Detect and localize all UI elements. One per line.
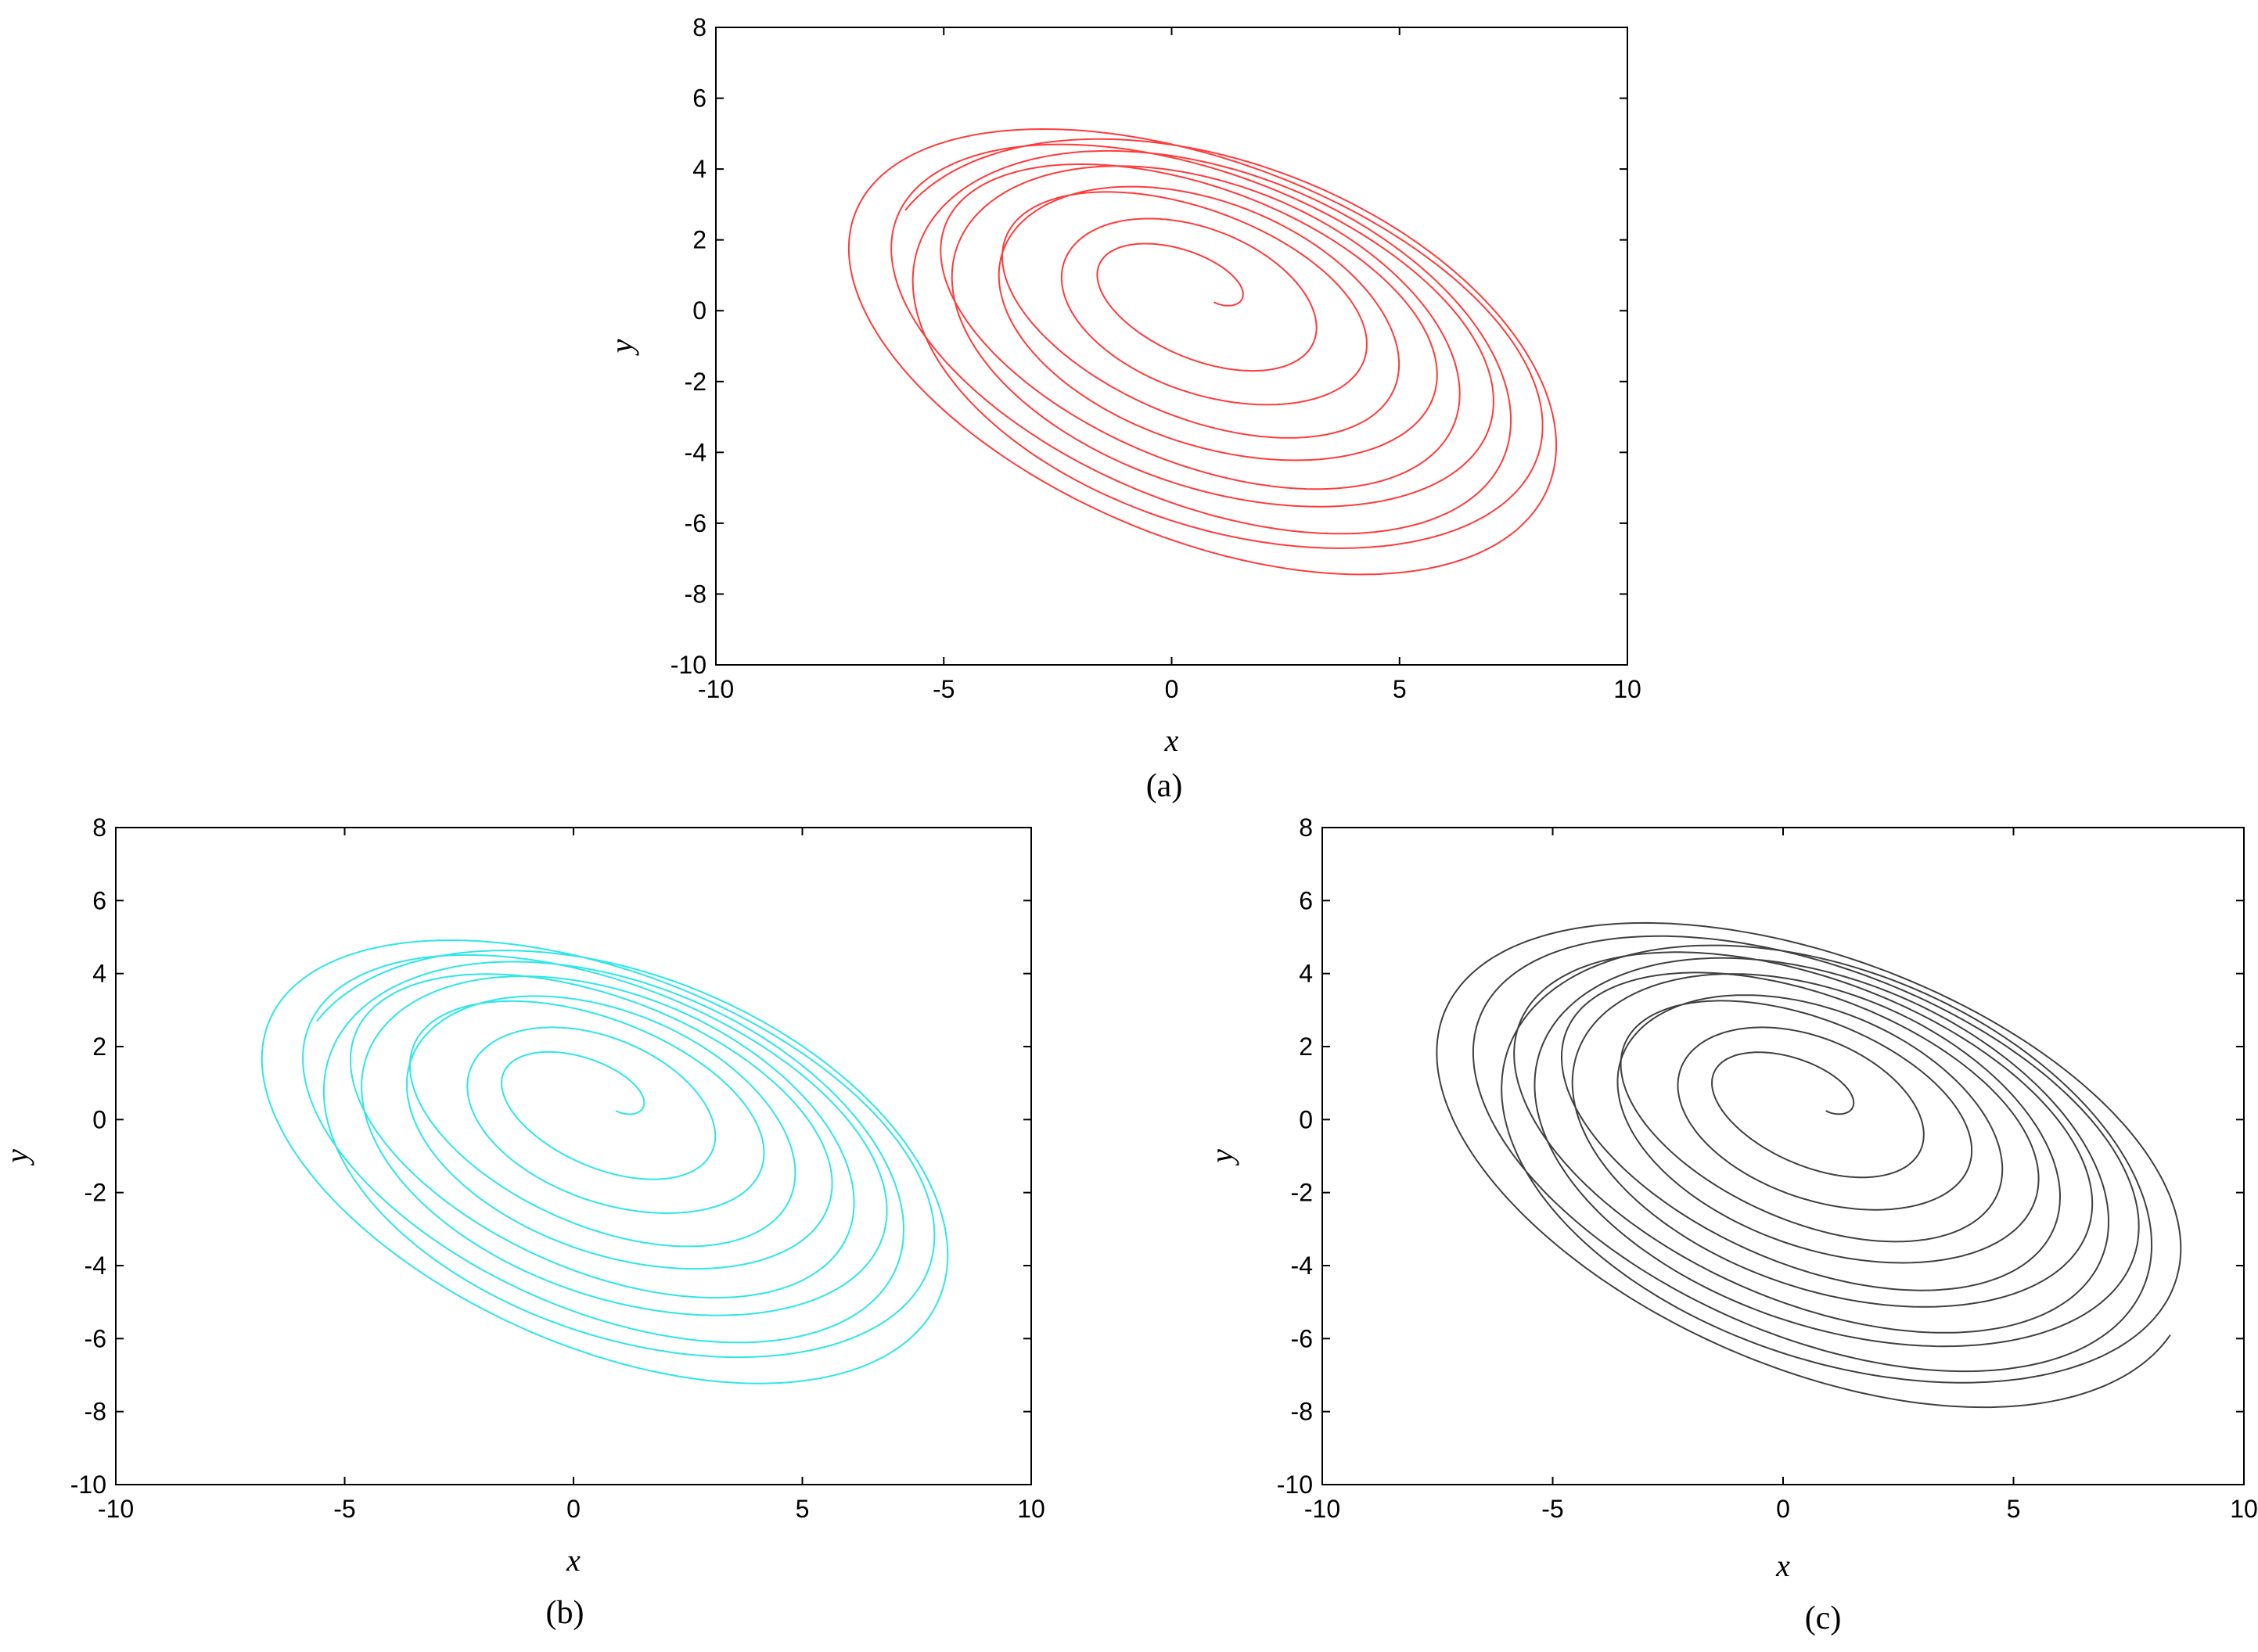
panel-label: (a) (1146, 768, 1183, 804)
x-tick-label: 10 (1613, 675, 1641, 703)
plot-frame (115, 827, 1032, 1485)
x-tick-label: -10 (1304, 1495, 1340, 1523)
x-axis-label: x (566, 1542, 581, 1578)
y-tick-label: 4 (692, 155, 707, 183)
plot-frame (715, 27, 1628, 666)
panel-3: -10 -5 0 5 10 -10 -8 -6 -4 -2 0 2 4 6 8 x y (c) (1204, 813, 2258, 1636)
x-axis-label: x (1775, 1548, 1790, 1583)
x-tick-label: -10 (698, 675, 734, 703)
y-tick-label: 0 (1299, 1105, 1313, 1133)
panel-label: (c) (1805, 1600, 1842, 1636)
y-axis-label: y (1204, 1149, 1239, 1166)
y-tick-label: 0 (692, 296, 707, 325)
x-tick-label: 10 (2230, 1495, 2258, 1523)
y-tick-label: -4 (685, 438, 707, 466)
series-line (1436, 921, 2182, 1409)
y-tick-label: -2 (84, 1179, 106, 1207)
y-tick-label: 6 (92, 886, 106, 914)
y-tick-label: -10 (70, 1471, 106, 1499)
y-tick-label: -8 (1291, 1398, 1313, 1426)
y-tick-label: 4 (1299, 960, 1313, 988)
y-tick-label: -8 (685, 580, 707, 608)
x-tick-label: 10 (1017, 1495, 1045, 1523)
x-tick-label: -5 (933, 675, 955, 703)
y-tick-label: -8 (84, 1398, 106, 1426)
y-tick-label: -4 (84, 1252, 106, 1280)
series-line (261, 939, 949, 1384)
y-tick-label: -6 (685, 509, 707, 537)
x-tick-label: -5 (1541, 1495, 1563, 1523)
y-tick-label: 8 (1299, 813, 1313, 842)
x-tick-label: 0 (566, 1495, 581, 1523)
x-tick-label: 0 (1165, 675, 1179, 703)
x-tick-label: 5 (2007, 1495, 2021, 1523)
y-tick-label: -2 (1291, 1179, 1313, 1207)
panel-2: -10 -5 0 5 10 -10 -8 -6 -4 -2 0 2 4 6 8 x y (b) (0, 813, 1045, 1631)
y-tick-label: 0 (92, 1105, 106, 1133)
y-tick-label: -6 (1291, 1324, 1313, 1352)
x-tick-label: -5 (333, 1495, 355, 1523)
x-tick-label: 5 (1393, 675, 1407, 703)
y-axis-label: y (0, 1149, 34, 1166)
y-axis-label: y (604, 339, 639, 356)
y-tick-label: -10 (1277, 1471, 1313, 1499)
y-tick-label: 2 (92, 1032, 106, 1061)
y-tick-label: 6 (692, 84, 707, 113)
y-tick-label: -2 (685, 368, 707, 396)
x-axis-label: x (1164, 723, 1179, 758)
y-tick-label: 8 (692, 13, 707, 41)
panel-label: (b) (546, 1595, 584, 1631)
x-tick-label: -10 (98, 1495, 134, 1523)
y-tick-label: -4 (1291, 1252, 1313, 1280)
y-tick-label: 6 (1299, 886, 1313, 914)
x-tick-label: 0 (1776, 1495, 1790, 1523)
y-tick-label: 4 (92, 960, 106, 988)
y-tick-label: 2 (1299, 1032, 1313, 1061)
series-line (847, 127, 1557, 576)
y-tick-label: 8 (92, 813, 106, 842)
x-tick-label: 5 (796, 1495, 810, 1523)
panel-1: -10 -5 0 5 10 -10 -8 -6 -4 -2 0 2 4 6 8 x y (a) (604, 13, 1641, 804)
y-tick-label: -6 (84, 1324, 106, 1352)
y-tick-label: -10 (671, 651, 707, 679)
y-tick-label: 2 (692, 226, 707, 254)
